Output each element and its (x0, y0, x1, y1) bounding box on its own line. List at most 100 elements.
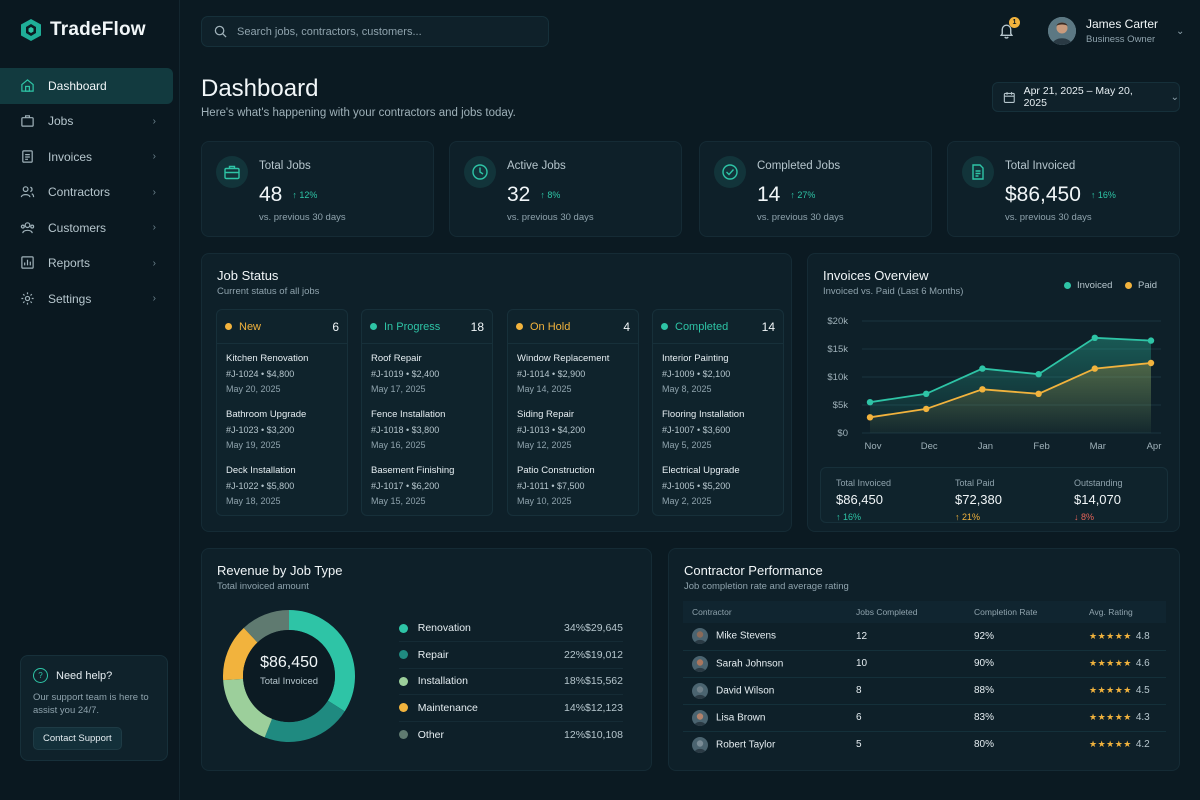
donut-slice-other[interactable] (243, 610, 290, 643)
data-point[interactable] (1147, 337, 1155, 344)
donut-slice-maintenance[interactable] (223, 627, 258, 681)
search-bar[interactable] (201, 16, 549, 47)
donut-total-value: $86,450 (260, 654, 318, 671)
legend-dot (399, 676, 408, 686)
data-point[interactable] (1091, 334, 1098, 341)
sidebar-item-contractors[interactable]: Contractors › (0, 175, 174, 211)
sidebar-item-label: Settings (48, 291, 92, 306)
legend-label: Renovation (417, 622, 471, 634)
job-date: May 14, 2025 (517, 384, 572, 394)
job-card[interactable]: Flooring Installation #J-1007 • $3,600 May… (653, 400, 783, 456)
job-card[interactable]: Electrical Upgrade #J-1005 • $5,200 May 2,… (653, 456, 783, 512)
column-header[interactable]: On Hold 4 (508, 310, 638, 344)
search-input[interactable] (237, 25, 537, 38)
job-card[interactable]: Deck Installation #J-1022 • $5,800 May 18,… (217, 456, 347, 512)
avatar (692, 655, 708, 672)
table-row[interactable]: Mike Stevens 12 92% ★★★★★ 4.8 (683, 623, 1166, 651)
column-header[interactable]: Completion Rate (965, 601, 1080, 623)
data-point[interactable] (866, 399, 874, 406)
job-meta: #J-1022 • $5,800 (226, 481, 295, 491)
user-menu[interactable]: James Carter Business Owner ⌄ (1048, 17, 1184, 45)
date-range-picker[interactable]: Apr 21, 2025 – May 20, 2025 ⌄ (992, 82, 1180, 112)
rating-cell: ★★★★★ 4.6 (1080, 650, 1166, 678)
column-header[interactable]: Avg. Rating (1080, 601, 1166, 623)
kpi-compare: vs. previous 30 days (259, 212, 346, 223)
sidebar-item-invoices[interactable]: Invoices › (0, 139, 174, 175)
data-point[interactable] (1091, 365, 1098, 372)
summary-value: $72,380 (955, 492, 1002, 507)
jobs-completed: 8 (847, 677, 965, 705)
data-point[interactable] (1035, 371, 1042, 378)
legend-row-renovation[interactable]: Renovation 34% $29,645 (399, 615, 623, 642)
sidebar-item-label: Jobs (48, 114, 74, 129)
data-point[interactable] (1035, 390, 1042, 397)
legend-row-other[interactable]: Other 12% $10,108 (399, 721, 623, 748)
job-card[interactable]: Interior Painting #J-1009 • $2,100 May 8, … (653, 344, 783, 400)
rating-value: 4.5 (1135, 685, 1150, 696)
donut-slice-renovation[interactable] (288, 610, 355, 712)
job-card[interactable]: Roof Repair #J-1019 • $2,400 May 17, 2025 (362, 344, 492, 400)
data-point[interactable] (979, 365, 986, 372)
job-card[interactable]: Basement Finishing #J-1017 • $6,200 May 15… (362, 456, 492, 512)
job-card[interactable]: Bathroom Upgrade #J-1023 • $3,200 May 19, … (217, 400, 347, 456)
kpi-active-jobs[interactable]: Active Jobs 32 ↑ 8% vs. previous 30 days (449, 141, 682, 237)
kpi-value: 32 (507, 183, 531, 206)
sidebar-item-jobs[interactable]: Jobs › (0, 104, 174, 140)
user-role: Business Owner (1086, 34, 1156, 45)
table-row[interactable]: Sarah Johnson 10 90% ★★★★★ 4.6 (683, 650, 1166, 678)
data-point[interactable] (923, 405, 930, 413)
table-row[interactable]: Lisa Brown 6 83% ★★★★★ 4.3 (683, 704, 1166, 732)
revenue-donut-chart (223, 610, 355, 742)
sidebar-item-customers[interactable]: Customers › (0, 210, 174, 246)
contact-support-button[interactable]: Contact Support (33, 727, 122, 750)
kpi-total-jobs[interactable]: Total Jobs 48 ↑ 12% vs. previous 30 days (201, 141, 434, 237)
y-tick-label: $15k (827, 344, 848, 355)
sidebar-item-settings[interactable]: Settings › (0, 281, 174, 317)
column-header[interactable]: New 6 (217, 310, 347, 344)
column-name: In Progress (384, 320, 441, 333)
summary-label: Total Paid (955, 478, 995, 488)
app-logo[interactable]: TradeFlow (20, 18, 146, 42)
card-title: Job Status (217, 268, 279, 283)
donut-center: $86,450 Total Invoiced (220, 654, 358, 687)
job-meta: #J-1024 • $4,800 (226, 369, 295, 379)
job-name: Interior Painting (662, 353, 729, 364)
rating-cell: ★★★★★ 4.8 (1080, 623, 1166, 651)
data-point[interactable] (1147, 359, 1155, 367)
rating-cell: ★★★★★ 4.2 (1080, 731, 1166, 758)
data-point[interactable] (923, 390, 930, 397)
job-meta: #J-1019 • $2,400 (371, 369, 440, 379)
sidebar-item-reports[interactable]: Reports › (0, 246, 174, 282)
table-row[interactable]: Robert Taylor 5 80% ★★★★★ 4.2 (683, 731, 1166, 758)
legend-label: Invoiced (1077, 280, 1113, 291)
data-point[interactable] (979, 386, 986, 393)
job-name: Deck Installation (226, 465, 296, 476)
column-header[interactable]: Jobs Completed (847, 601, 965, 623)
table-row[interactable]: David Wilson 8 88% ★★★★★ 4.5 (683, 677, 1166, 705)
kpi-total-invoiced[interactable]: Total Invoiced $86,450 ↑ 16% vs. previous… (947, 141, 1180, 237)
notifications-button[interactable]: 1 (998, 17, 1020, 40)
column-header[interactable]: Completed 14 (653, 310, 783, 344)
job-meta: #J-1007 • $3,600 (662, 425, 731, 435)
job-card[interactable]: Window Replacement #J-1014 • $2,900 May 14… (508, 344, 638, 400)
job-name: Patio Construction (517, 465, 595, 476)
legend-row-repair[interactable]: Repair 22% $19,012 (399, 642, 623, 669)
page-title: Dashboard (201, 75, 319, 102)
job-card[interactable]: Siding Repair #J-1013 • $4,200 May 12, 202… (508, 400, 638, 456)
job-card[interactable]: Kitchen Renovation #J-1024 • $4,800 May 20… (217, 344, 347, 400)
column-header[interactable]: Contractor (683, 601, 847, 623)
legend-row-maintenance[interactable]: Maintenance 14% $12,123 (399, 695, 623, 722)
data-point[interactable] (866, 414, 874, 421)
column-header[interactable]: In Progress 18 (362, 310, 492, 344)
briefcase-icon (20, 113, 36, 129)
legend-row-installation[interactable]: Installation 18% $15,562 (399, 668, 623, 696)
sidebar-item-dashboard[interactable]: Dashboard (0, 68, 173, 104)
document-icon (20, 149, 36, 165)
donut-slice-repair[interactable] (264, 700, 345, 742)
donut-slice-installation[interactable] (223, 678, 273, 738)
job-date: May 19, 2025 (226, 440, 281, 450)
kpi-completed-jobs[interactable]: Completed Jobs 14 ↑ 27% vs. previous 30 d… (699, 141, 932, 237)
job-card[interactable]: Fence Installation #J-1018 • $3,800 May 16… (362, 400, 492, 456)
job-card[interactable]: Patio Construction #J-1011 • $7,500 May 10… (508, 456, 638, 512)
job-meta: #J-1014 • $2,900 (517, 369, 586, 379)
